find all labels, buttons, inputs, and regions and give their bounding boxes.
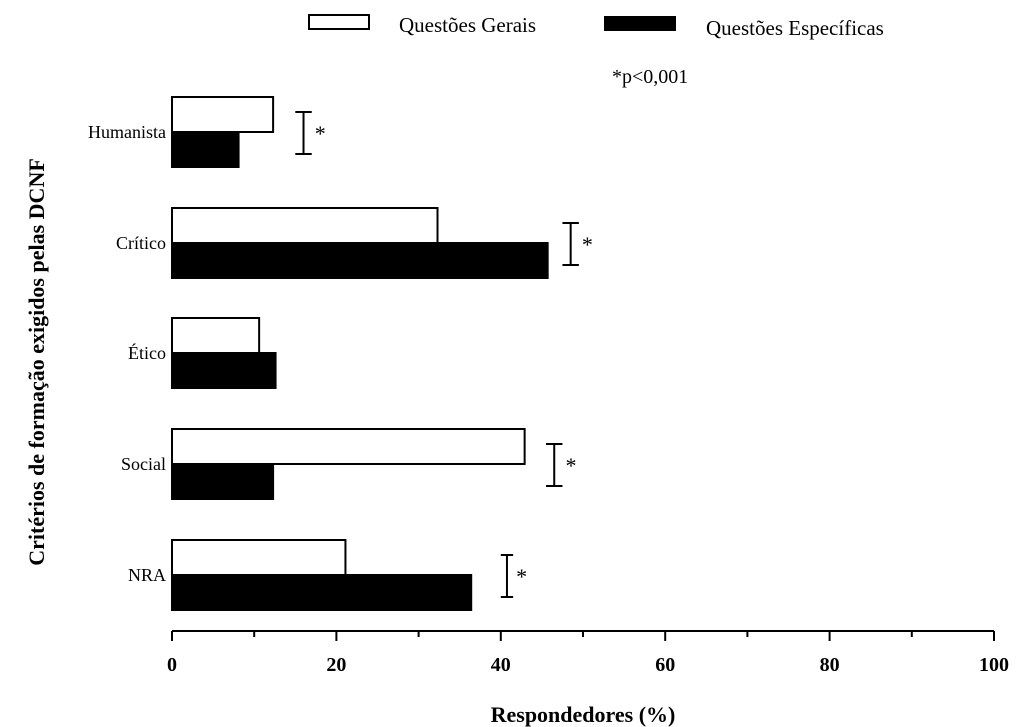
y-tick-label-social: Social [121, 454, 166, 474]
y-tick-label-etico: Ético [128, 342, 166, 363]
significance-bracket-nra: * [500, 554, 527, 598]
bar-questoes-especificas-social [171, 463, 275, 500]
x-tick-label-40: 40 [491, 654, 511, 676]
y-tick-label-critico: Crítico [116, 233, 166, 253]
x-tick-label-100: 100 [979, 654, 1009, 676]
legend: Questões Gerais Questões Específicas [308, 13, 884, 40]
bar-questoes-especificas-nra [171, 574, 473, 611]
x-tick-label-0: 0 [167, 654, 177, 676]
x-tick-label-80: 80 [820, 654, 840, 676]
bar-questoes-especificas-critico [171, 242, 549, 279]
y-tick-label-humanista: Humanista [88, 122, 166, 142]
legend-swatch-questoes-especificas [604, 16, 676, 31]
significance-bracket-critico: * [562, 222, 593, 266]
significance-note: *p<0,001 [612, 66, 688, 88]
significance-layer: * * * * [295, 111, 593, 598]
significance-star: * [582, 232, 593, 257]
x-axis: 0 20 40 60 80 100 [167, 630, 1009, 676]
legend-label-questoes-gerais: Questões Gerais [399, 13, 536, 37]
bar-questoes-especificas-humanista [171, 131, 240, 168]
bar-questoes-gerais-nra [171, 539, 347, 576]
significance-star: * [565, 453, 576, 478]
bar-questoes-especificas-etico [171, 352, 277, 389]
significance-bracket-humanista: * [295, 111, 326, 155]
significance-star: * [516, 564, 527, 589]
x-tick-label-20: 20 [326, 654, 346, 676]
bar-questoes-gerais-etico [171, 317, 261, 354]
y-axis-labels: Humanista Crítico Ético Social NRA [88, 122, 166, 585]
bar-questoes-gerais-social [171, 428, 526, 465]
significance-bracket-social: * [546, 443, 576, 487]
bar-questoes-gerais-critico [171, 207, 439, 244]
legend-swatch-questoes-gerais [308, 14, 370, 30]
x-axis-title: Respondedores (%) [491, 702, 676, 727]
x-tick-label-60: 60 [655, 654, 675, 676]
bars-layer [171, 96, 549, 611]
y-tick-label-nra: NRA [128, 565, 166, 585]
y-axis-title: Critérios de formação exigidos pelas DCN… [24, 158, 49, 566]
bar-questoes-gerais-humanista [171, 96, 275, 133]
legend-label-questoes-especificas: Questões Específicas [706, 16, 884, 40]
significance-star: * [315, 121, 326, 146]
